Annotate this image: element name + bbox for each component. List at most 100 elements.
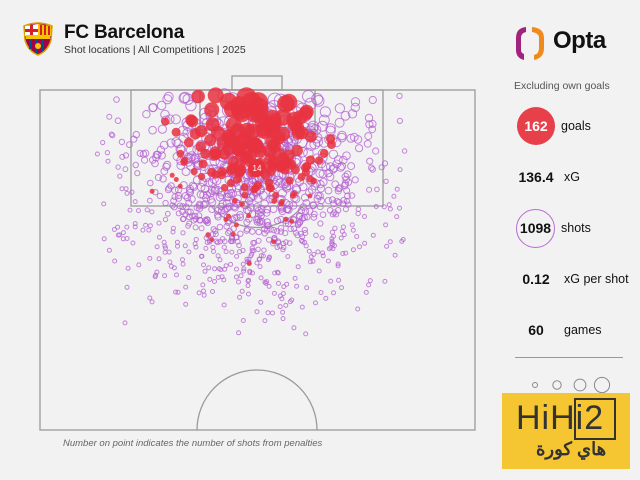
shot-point	[278, 207, 287, 216]
shot-point	[154, 173, 162, 182]
goal-point	[278, 201, 284, 207]
shot-point	[354, 234, 360, 239]
goal-point	[248, 137, 264, 152]
shot-point	[366, 186, 373, 193]
shot-point	[148, 103, 158, 113]
shot-point	[302, 90, 315, 103]
shot-point	[291, 325, 297, 331]
shot-point	[174, 191, 183, 200]
shot-point	[311, 251, 317, 257]
shot-point	[264, 222, 272, 229]
shot-point	[118, 138, 126, 146]
shot-point	[374, 186, 380, 193]
chart-subtitle: Shot locations | All Competitions | 2025	[64, 44, 246, 56]
shot-point	[350, 227, 356, 233]
shot-point	[330, 200, 338, 208]
shot-point	[181, 167, 191, 177]
goal-point	[230, 231, 236, 237]
shot-point	[162, 199, 169, 207]
shot-point	[250, 240, 257, 246]
goal-point	[285, 176, 294, 185]
shot-point	[141, 156, 149, 164]
shot-point	[363, 139, 372, 148]
goal-point	[271, 239, 277, 245]
shot-point	[334, 155, 343, 165]
shot-point	[383, 178, 389, 185]
shot-point	[104, 150, 111, 156]
shot-point	[162, 94, 173, 105]
shot-point	[323, 295, 329, 301]
goals-value: 162	[517, 107, 555, 145]
shot-point	[171, 193, 179, 201]
shot-point	[320, 253, 326, 259]
shot-point	[313, 300, 318, 306]
shot-point	[317, 220, 324, 227]
shot-point	[350, 102, 360, 113]
goal-point	[191, 89, 205, 104]
shot-point	[282, 230, 289, 237]
shot-point	[221, 244, 227, 250]
shot-point	[157, 234, 162, 240]
shot-point	[124, 224, 130, 230]
shot-point	[399, 238, 405, 244]
shot-point	[233, 213, 241, 222]
shot-point	[144, 207, 150, 213]
shot-point	[328, 196, 336, 204]
shot-point	[335, 261, 341, 267]
shot-point	[368, 125, 377, 134]
shot-point	[304, 285, 310, 291]
watermark: HiHi2 هاي كورة	[502, 393, 630, 469]
shot-point	[122, 166, 129, 173]
shot-point	[202, 190, 212, 199]
goal-point	[301, 163, 310, 173]
goal-point	[264, 153, 277, 166]
goal-point	[209, 237, 215, 243]
shot-point	[295, 264, 301, 270]
shot-point	[218, 199, 227, 208]
shot-point	[228, 261, 234, 267]
shot-point	[280, 316, 286, 322]
shot-point	[114, 117, 122, 124]
shot-point	[193, 244, 199, 250]
goal-point	[207, 167, 216, 177]
shot-point	[163, 91, 174, 102]
shot-point	[372, 147, 380, 155]
shot-point	[342, 175, 351, 184]
shot-point	[201, 217, 209, 224]
shot-point	[149, 209, 155, 215]
shot-point	[391, 193, 397, 199]
shot-point	[312, 95, 325, 107]
shot-point	[331, 180, 340, 189]
goal-point	[189, 128, 201, 140]
shot-point	[329, 229, 335, 235]
goal-point	[186, 115, 199, 128]
shot-point	[212, 279, 217, 284]
shot-point	[307, 185, 317, 194]
shot-point	[146, 227, 152, 233]
shot-point	[278, 188, 287, 198]
goal-point	[169, 172, 175, 178]
goal-point	[240, 183, 249, 192]
shot-point	[303, 331, 309, 337]
shot-point	[192, 224, 199, 231]
shot-point	[162, 216, 169, 223]
shot-point	[236, 279, 241, 285]
shot-point	[213, 238, 220, 245]
shot-point	[167, 259, 173, 265]
shot-point	[115, 164, 121, 170]
shot-point	[180, 230, 186, 236]
shot-point	[186, 275, 192, 280]
shot-point	[132, 224, 138, 230]
goal-point	[207, 87, 224, 104]
shot-point	[247, 270, 253, 276]
goal-point	[319, 148, 329, 158]
shot-point	[119, 186, 125, 192]
shot-point	[290, 225, 298, 232]
shot-point	[299, 203, 308, 211]
watermark-latin: HiHi2	[516, 399, 605, 437]
shot-point	[316, 268, 322, 274]
shot-point	[236, 213, 245, 221]
shot-point	[257, 211, 265, 220]
shot-point	[317, 120, 328, 132]
